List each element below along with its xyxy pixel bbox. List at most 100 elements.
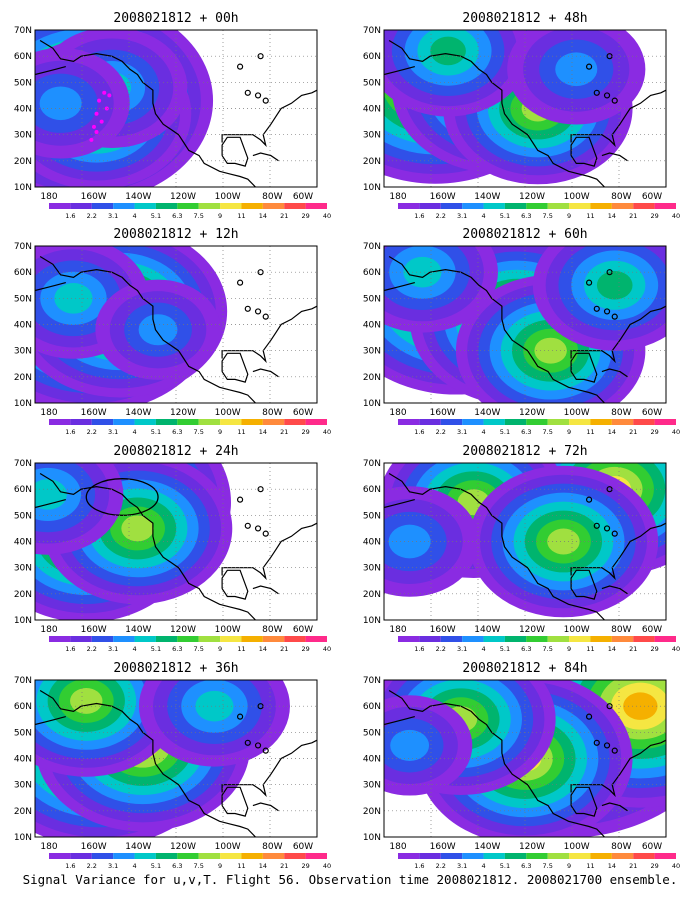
colorbar-label: 29 (301, 645, 309, 653)
map-frame (34, 679, 318, 838)
colorbar-label: 2.2 (436, 428, 446, 436)
colorbar-label: 2.2 (87, 428, 97, 436)
coastline (384, 66, 415, 76)
y-tick-label: 30N (363, 131, 381, 141)
y-tick-label: 70N (363, 242, 381, 252)
map-panel-5: 2008021812 + 72h 180 160W 140W 120W 100W 80W 60… (363, 444, 680, 653)
colorbar-label: 29 (301, 862, 309, 870)
lake-outline (262, 530, 269, 537)
colorbar-swatch (241, 636, 263, 642)
y-tick-label: 50N (363, 728, 381, 738)
colorbar-swatch (590, 636, 612, 642)
colorbar-label: 9 (218, 428, 222, 436)
panel-title: 2008021812 + 60h (462, 227, 587, 242)
lake-outline (603, 92, 611, 99)
colorbar-swatch (198, 203, 221, 209)
y-tick-label: 20N (14, 373, 32, 383)
coastline (570, 569, 598, 600)
lake-outline (244, 522, 251, 529)
map-frame (34, 245, 318, 404)
colorbar-label: 5.1 (151, 428, 161, 436)
y-tick-label: 20N (14, 157, 32, 167)
coastline (39, 255, 256, 403)
y-tick-label: 10N (363, 833, 381, 843)
y-tick-label: 30N (14, 131, 32, 141)
coastline (252, 368, 279, 378)
colorbar-swatch (198, 853, 221, 859)
coastline (39, 39, 256, 187)
map-panel-0: 2008021812 + 00h 180 160W 140W 120W 100W 80W 60… (14, 11, 331, 220)
colorbar-label: 29 (301, 428, 309, 436)
colorbar-swatch (220, 853, 242, 859)
colorbar-swatch (113, 203, 135, 209)
map-panel-6: 2008021812 + 36h 180 160W 140W 120W 100W 80W 60… (14, 661, 331, 870)
colorbar-label: 3.1 (457, 428, 467, 436)
colorbar-label: 21 (280, 645, 288, 653)
coastline (601, 802, 628, 812)
colorbar-label: 1.6 (414, 862, 424, 870)
variance-field (384, 680, 666, 837)
colorbar-swatch (419, 419, 441, 425)
colorbar-swatch (198, 636, 221, 642)
colorbar-label: 3.1 (108, 862, 118, 870)
x-tick-label: 120W (519, 408, 545, 418)
colorbar-swatch (590, 853, 612, 859)
lake-outline (262, 747, 269, 754)
colorbar-label: 4 (132, 428, 136, 436)
colorbar-label: 6.3 (172, 645, 182, 653)
flight-track-point (107, 93, 112, 98)
coastline (39, 689, 256, 837)
colorbar-label: 1.6 (65, 645, 75, 653)
colorbar-swatch (398, 853, 420, 859)
colorbar-swatch (611, 203, 634, 209)
variance-contour (70, 687, 103, 714)
coastline (221, 352, 249, 383)
lake-outline (611, 313, 618, 320)
colorbar-label: 2.2 (87, 645, 97, 653)
colorbar-label: 4 (132, 645, 136, 653)
coastline (601, 585, 628, 595)
y-tick-label: 50N (14, 728, 32, 738)
y-tick-label: 10N (363, 399, 381, 409)
colorbar-swatch (504, 419, 527, 425)
lake-outline (254, 92, 262, 99)
y-tick-label: 40N (14, 105, 32, 115)
coastline (388, 255, 605, 403)
map-frame (34, 462, 318, 621)
map-frame (383, 679, 667, 838)
colorbar-swatch (113, 636, 135, 642)
colorbar-swatch (462, 419, 484, 425)
colorbar-swatch (155, 203, 178, 209)
colorbar-label: 1.6 (65, 428, 75, 436)
flight-track-point (102, 90, 107, 95)
coastline (570, 136, 598, 167)
colorbar-swatch (398, 203, 420, 209)
x-tick-label: 140W (125, 192, 151, 202)
colorbar-label: 3.1 (108, 212, 118, 220)
lake-outline (611, 530, 618, 537)
colorbar-label: 4 (132, 862, 136, 870)
lake-outline (603, 308, 611, 315)
colorbar-label: 21 (629, 212, 637, 220)
colorbar-swatch (113, 853, 135, 859)
colorbar-label: 1.6 (414, 645, 424, 653)
flight-track-point (89, 137, 94, 142)
x-tick-label: 180 (389, 192, 406, 202)
colorbar-swatch (483, 419, 505, 425)
y-tick-label: 60N (363, 485, 381, 495)
y-tick-label: 30N (14, 347, 32, 357)
y-tick-label: 10N (14, 399, 32, 409)
y-tick-label: 60N (14, 52, 32, 62)
coastline (252, 152, 279, 162)
colorbar-swatch (155, 419, 178, 425)
lake-outline (585, 279, 593, 286)
colorbar-swatch (526, 419, 548, 425)
coastline (384, 716, 415, 726)
colorbar-swatch (483, 203, 505, 209)
lake-outline (593, 522, 600, 529)
y-tick-label: 50N (14, 78, 32, 88)
x-tick-label: 60W (293, 842, 313, 852)
coastline (601, 152, 628, 162)
coastline (601, 368, 628, 378)
